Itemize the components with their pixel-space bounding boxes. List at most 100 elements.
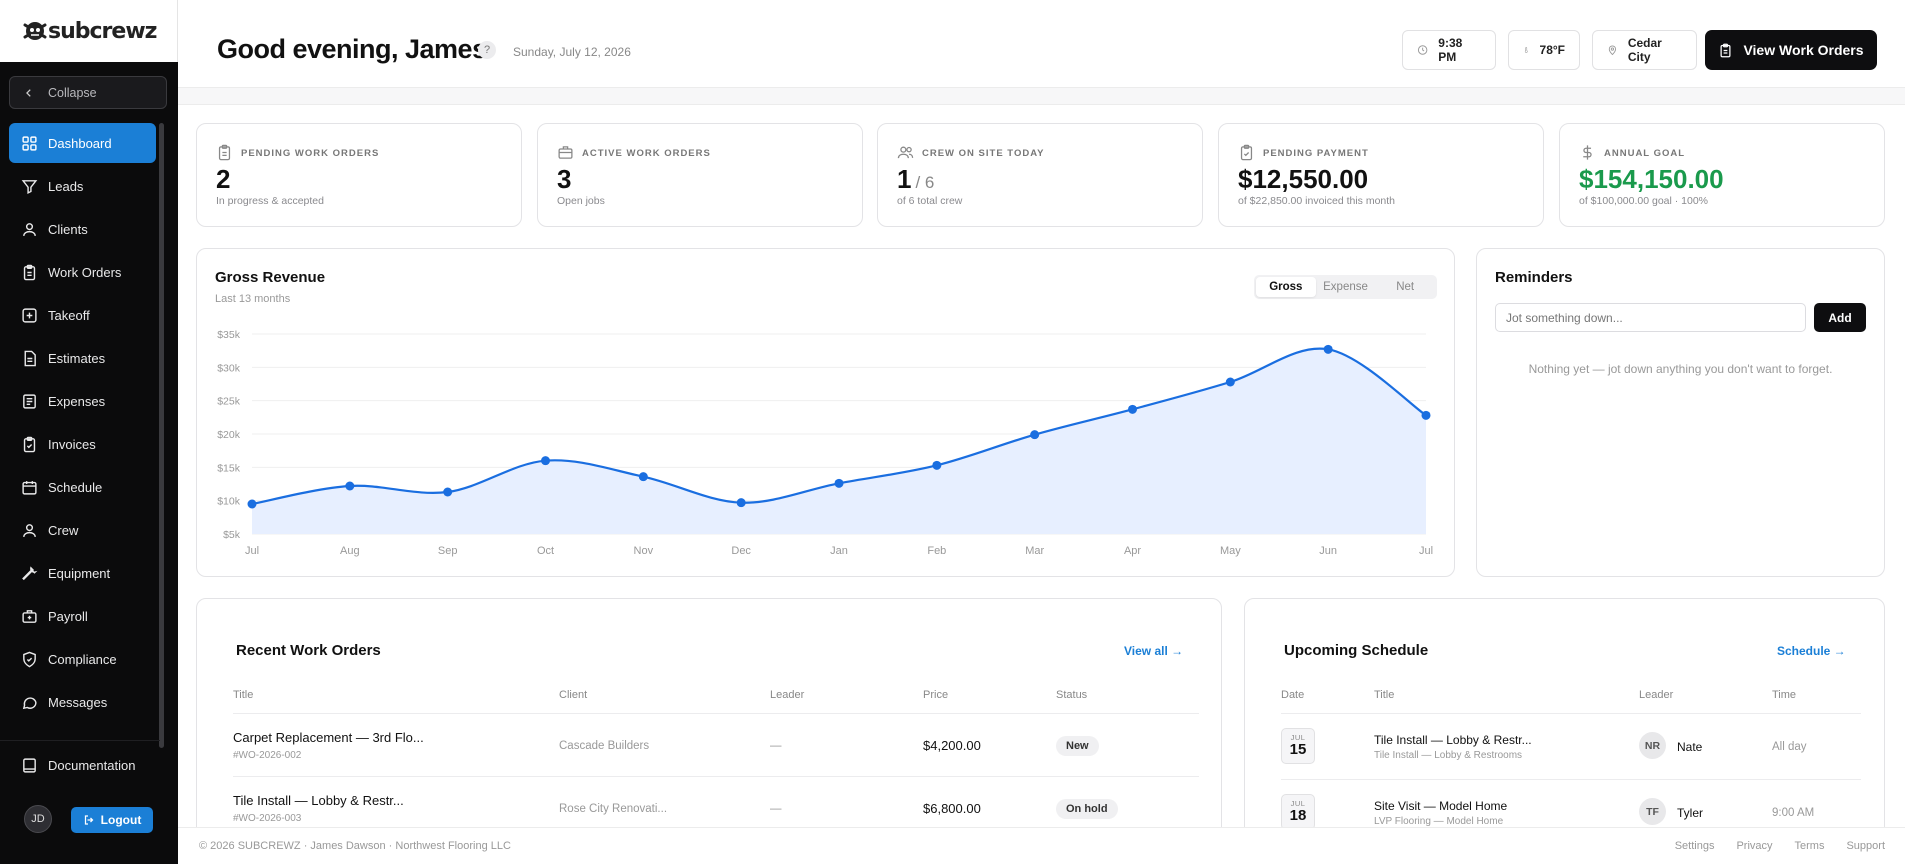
column-header-leader: Leader <box>1639 689 1674 701</box>
location-text: Cedar City <box>1627 36 1662 64</box>
help-badge[interactable]: ? <box>478 41 496 59</box>
column-header-time: Time <box>1772 689 1797 701</box>
work-order-price: $4,200.00 <box>923 738 981 753</box>
weather-chip: 78°F <box>1508 30 1580 70</box>
clock-icon <box>1417 45 1428 55</box>
x-tick-label: Oct <box>537 545 554 557</box>
schedule-link[interactable]: Schedule → <box>1777 644 1846 658</box>
stat-value: 3 <box>557 164 571 195</box>
sidebar-item-expenses[interactable]: Expenses <box>9 381 156 421</box>
footer: © 2026 SUBCREWZ · James Dawson · Northwe… <box>178 827 1905 864</box>
tab-net[interactable]: Net <box>1396 281 1415 293</box>
y-tick-label: $35k <box>217 329 241 341</box>
column-header-title: Title <box>233 689 254 701</box>
stat-label: ACTIVE WORK ORDERS <box>582 148 711 159</box>
y-tick-label: $30k <box>217 362 241 374</box>
footer-link-terms[interactable]: Terms <box>1794 840 1825 852</box>
tab-gross[interactable]: Gross <box>1256 277 1316 297</box>
date-day: 15 <box>1289 741 1307 758</box>
stat-card-pending-work-orders[interactable]: PENDING WORK ORDERS 2 In progress & acce… <box>196 123 522 227</box>
footer-link-support[interactable]: Support <box>1846 840 1885 852</box>
sidebar-item-work-orders[interactable]: Work Orders <box>9 252 156 292</box>
sidebar-item-dashboard[interactable]: Dashboard <box>9 123 156 163</box>
x-tick-label: May <box>1220 545 1241 557</box>
sidebar-item-clients[interactable]: Clients <box>9 209 156 249</box>
collapse-label: Collapse <box>48 85 97 100</box>
sidebar-item-payroll[interactable]: Payroll <box>9 596 156 636</box>
sidebar-item-label: Messages <box>48 694 108 710</box>
y-tick-label: $15k <box>217 462 241 474</box>
sidebar-item-invoices[interactable]: Invoices <box>9 424 156 464</box>
footer-link-privacy[interactable]: Privacy <box>1736 840 1773 852</box>
sidebar-item-equipment[interactable]: Equipment <box>9 553 156 593</box>
work-order-client: Cascade Builders <box>559 740 650 752</box>
funnel-icon <box>21 179 38 194</box>
sidebar-item-label: Documentation <box>48 757 136 773</box>
sidebar-item-label: Clients <box>48 221 88 237</box>
work-order-client: Rose City Renovati... <box>559 803 668 815</box>
users-icon <box>23 523 36 537</box>
data-point <box>1225 377 1235 387</box>
work-order-leader: — <box>770 740 782 752</box>
sidebar-scrollbar[interactable] <box>159 123 164 748</box>
view-work-orders-button[interactable]: View Work Orders <box>1705 30 1877 70</box>
logo[interactable]: subcrewz <box>0 0 178 62</box>
status-badge: On hold <box>1056 799 1118 819</box>
sidebar-item-estimates[interactable]: Estimates <box>9 338 156 378</box>
stat-value-number: 1 <box>897 164 912 194</box>
stat-value: 1/ 6 <box>897 164 934 195</box>
current-date: Sunday, July 12, 2026 <box>513 45 631 59</box>
table-divider <box>233 713 1199 714</box>
plus-square-icon <box>22 307 37 323</box>
sidebar-item-label: Work Orders <box>48 264 122 280</box>
stat-value-number: $12,550.00 <box>1238 164 1369 194</box>
sidebar-item-takeoff[interactable]: Takeoff <box>9 295 156 335</box>
column-header-client: Client <box>559 689 588 701</box>
sidebar-item-documentation[interactable]: Documentation <box>9 745 156 785</box>
sidebar-item-compliance[interactable]: Compliance <box>9 639 156 679</box>
recent-work-orders-title: Recent Work Orders <box>236 642 381 659</box>
stat-card-active-work-orders[interactable]: ACTIVE WORK ORDERS 3 Open jobs <box>537 123 863 227</box>
time-chip: 9:38 PM <box>1402 30 1496 70</box>
logout-button[interactable]: Logout <box>71 807 153 833</box>
clipboard-icon <box>218 144 231 161</box>
tab-expense[interactable]: Expense <box>1323 281 1368 293</box>
schedule-title: Site Visit — Model Home <box>1374 799 1508 813</box>
data-point <box>443 487 453 497</box>
collapse-button[interactable]: Collapse <box>9 76 167 109</box>
sidebar-item-schedule[interactable]: Schedule <box>9 467 156 507</box>
sidebar-item-messages[interactable]: Messages <box>9 682 156 722</box>
sidebar-item-crew[interactable]: Crew <box>9 510 156 550</box>
clipboard-check-icon <box>23 436 36 452</box>
clipboard-icon <box>1720 43 1731 57</box>
y-tick-label: $25k <box>217 396 241 408</box>
add-reminder-button[interactable]: Add <box>1814 303 1866 332</box>
chevron-left-icon <box>26 88 31 97</box>
stat-value-number: 3 <box>557 164 572 194</box>
y-tick-label: $5k <box>223 529 241 541</box>
column-header-leader: Leader <box>770 689 805 701</box>
schedule-subtitle: Tile Install — Lobby & Restrooms <box>1374 750 1523 761</box>
x-tick-label: Sep <box>438 545 458 557</box>
footer-link-settings[interactable]: Settings <box>1674 840 1715 852</box>
stat-value: $12,550.00 <box>1238 164 1368 195</box>
reminder-input[interactable]: Jot something down... <box>1495 303 1806 332</box>
stat-card-pending-payment[interactable]: PENDING PAYMENT $12,550.00 of $22,850.00… <box>1218 123 1544 227</box>
sidebar-item-leads[interactable]: Leads <box>9 166 156 206</box>
x-tick-label: Jul <box>245 545 259 557</box>
sidebar-item-label: Takeoff <box>48 307 90 323</box>
x-tick-label: Jan <box>830 545 848 557</box>
avatar[interactable]: JD <box>24 805 52 833</box>
table-divider <box>233 776 1199 777</box>
grid-icon <box>22 135 37 151</box>
date-month: JUL <box>1290 733 1306 742</box>
column-header-price: Price <box>923 689 949 701</box>
brand-name: subcrewz <box>48 18 157 44</box>
stat-card-annual-goal[interactable]: ANNUAL GOAL $154,150.00 of $100,000.00 g… <box>1559 123 1885 227</box>
work-order-id: #WO-2026-002 <box>233 750 302 761</box>
column-header-title: Title <box>1374 689 1395 701</box>
stat-card-crew-on-site[interactable]: CREW ON SITE TODAY 1/ 6 of 6 total crew <box>877 123 1203 227</box>
x-tick-label: Jun <box>1319 545 1337 557</box>
schedule-title: Tile Install — Lobby & Restr... <box>1374 733 1532 747</box>
view-all-link[interactable]: View all → <box>1124 644 1184 658</box>
